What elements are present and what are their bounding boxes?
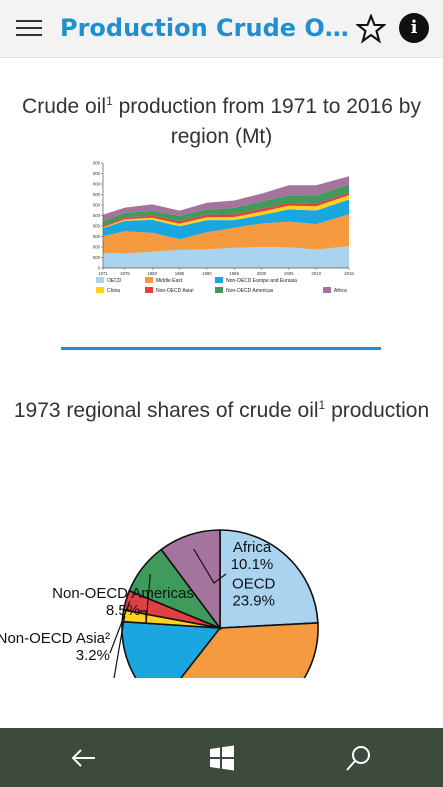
x-tick-label: 2005 [284, 271, 294, 276]
legend-swatch [96, 277, 104, 283]
legend-swatch [215, 287, 223, 293]
pie-slice-3 [121, 620, 222, 678]
chart-carousel[interactable]: Crude oil1 production from 1971 to 2016 … [0, 58, 443, 728]
system-navigation-bar [0, 728, 443, 787]
y-tick-label: 0 [98, 266, 101, 271]
pie-slice-7 [160, 529, 221, 631]
legend-label: Non-OECD Asia² [156, 288, 194, 294]
legend-label: Africa [334, 288, 347, 294]
area-series-6 [103, 184, 349, 226]
legend-swatch [145, 287, 153, 293]
pie-label-name: Non-OECD Asia² [0, 630, 110, 647]
x-tick-label: 1980 [147, 271, 157, 276]
y-tick-label: 2 000 [93, 224, 101, 229]
page-title: Production Crude Oil Pr... [60, 14, 350, 42]
back-arrow-icon[interactable] [68, 743, 98, 773]
legend-label: China [107, 288, 120, 294]
hamburger-icon[interactable] [16, 20, 42, 40]
legend-label: Middle East [156, 278, 183, 284]
y-tick-label: 1 000 [93, 245, 101, 250]
y-tick-label: 2 500 [93, 213, 101, 218]
chart-title-production: Crude oil1 production from 1971 to 2016 … [22, 94, 421, 148]
x-tick-label: 1971 [98, 271, 108, 276]
x-tick-label: 2010 [311, 271, 321, 276]
x-tick-label: 1975 [120, 271, 130, 276]
y-tick-label: 1 500 [93, 234, 101, 239]
area-series-2 [103, 214, 349, 254]
info-icon[interactable]: i [399, 13, 429, 43]
production-area-chart: 0 500 1 000 1 500 2 000 2 500 3 000 3 500 4 000 4… [93, 161, 354, 294]
pie-label-value: 10.1% [231, 556, 274, 573]
pie-label-name: OECD [232, 575, 276, 592]
y-tick-label: 5 000 [93, 161, 101, 166]
y-tick-label: 3 500 [93, 192, 101, 197]
pie-label-name: Non-OECD Americas [52, 585, 194, 602]
chart-title-shares: 1973 regional shares of crude oil1 produ… [13, 398, 430, 422]
legend-label: OECD [107, 278, 122, 284]
pie-label-value: 8.5% [106, 602, 140, 619]
x-tick-label: 1995 [229, 271, 239, 276]
y-tick-label: 4 000 [93, 182, 101, 187]
legend-swatch [323, 287, 331, 293]
x-tick-label: 1990 [202, 271, 212, 276]
legend-swatch [145, 277, 153, 283]
area-series-3 [103, 199, 349, 240]
section-divider [61, 347, 381, 350]
search-icon[interactable] [344, 743, 374, 773]
pie-label-name: Africa [233, 539, 272, 556]
area-series-7 [103, 176, 349, 221]
area-series-1 [103, 246, 349, 268]
y-tick-label: 500 [93, 255, 101, 260]
area-series-5 [103, 192, 349, 228]
x-tick-label: 1985 [175, 271, 185, 276]
y-tick-label: 3 000 [93, 203, 101, 208]
pie-label-value: 3.2% [76, 647, 110, 664]
app-bar: Production Crude Oil Pr... i [0, 0, 443, 58]
pie-slice-1 [219, 529, 319, 629]
x-tick-label: 2016 [344, 271, 354, 276]
y-tick-label: 4 500 [93, 171, 101, 176]
windows-logo-icon[interactable] [207, 743, 237, 773]
legend-swatch [215, 277, 223, 283]
legend-label: Non-OECD Americas [226, 288, 274, 294]
legend-swatch [96, 287, 104, 293]
pie-label-value: 23.9% [232, 592, 275, 609]
legend-label: Non-OECD Europe and Eurasia [226, 278, 297, 284]
pie-slice-2 [179, 622, 319, 678]
star-icon[interactable] [356, 14, 386, 44]
x-tick-label: 2000 [257, 271, 267, 276]
